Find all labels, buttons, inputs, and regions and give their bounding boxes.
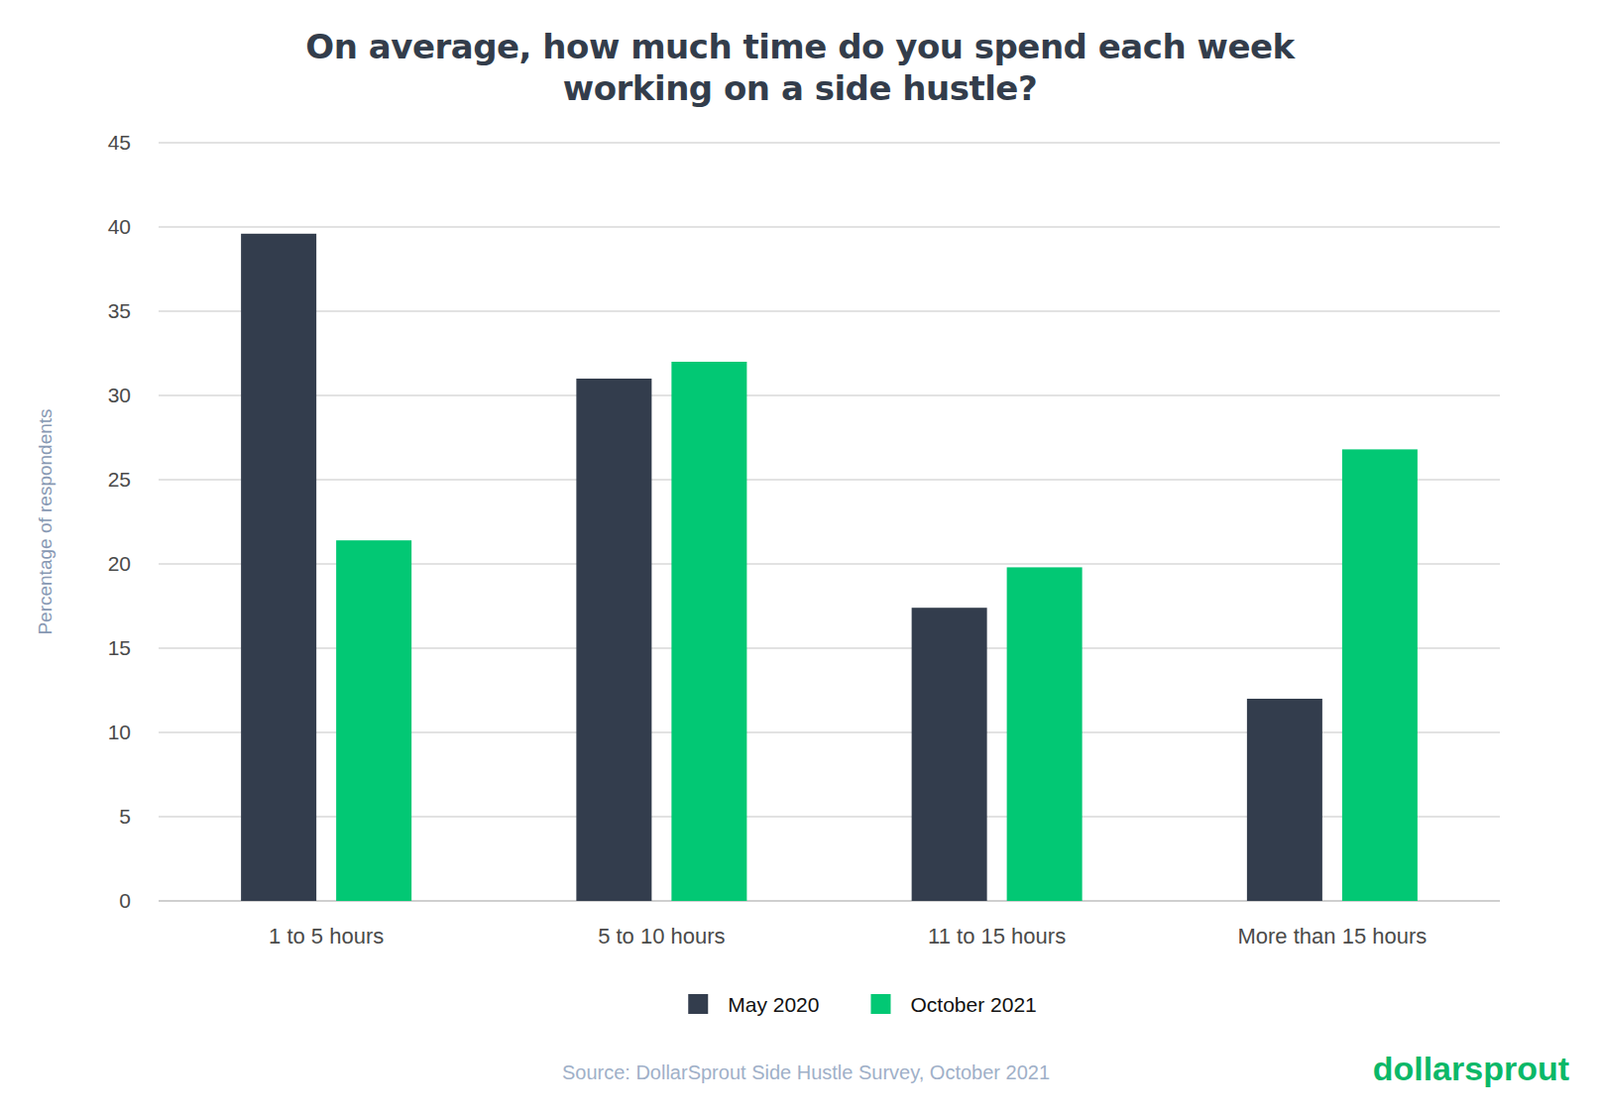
y-axis-label: Percentage of respondents: [34, 408, 56, 635]
bars: [240, 233, 1418, 902]
y-tick-label: 5: [118, 804, 131, 828]
legend: May 2020 October 2021: [687, 993, 1037, 1017]
y-tick-label: 30: [108, 383, 131, 407]
bar: [336, 540, 412, 902]
y-tick-label: 10: [108, 720, 131, 744]
grid-line: [158, 310, 1500, 312]
x-tick-label: 5 to 10 hours: [597, 923, 725, 949]
bar: [1247, 698, 1323, 902]
chart: 0 5 10 15 20 25 30 35 40 45 Percentage of responde…: [0, 0, 1600, 1115]
grid-line: [158, 141, 1500, 143]
x-tick-label: More than 15 hours: [1237, 923, 1427, 949]
y-tick-label: 15: [108, 636, 131, 660]
legend-swatch: [687, 994, 708, 1015]
legend-label: May 2020: [727, 993, 819, 1017]
brand: dollarsprout: [1372, 1049, 1570, 1088]
title: On average, how much time do you spend e…: [274, 25, 1326, 110]
grid-line: [158, 478, 1500, 480]
grid: [158, 142, 1500, 902]
legend-label: October 2021: [910, 993, 1036, 1017]
bar: [575, 378, 652, 902]
y-tick-label: 0: [118, 889, 131, 913]
y-tick-label: 35: [108, 299, 131, 323]
x-tick-label: 1 to 5 hours: [268, 923, 384, 949]
bar: [240, 233, 317, 902]
bar: [1007, 567, 1083, 902]
grid-line: [158, 394, 1500, 396]
bar: [1342, 449, 1418, 902]
y-tick-label: 25: [108, 467, 131, 491]
x-tick-label: 11 to 15 hours: [927, 923, 1066, 949]
y-tick-label: 40: [108, 215, 131, 238]
y-tick-label: 20: [108, 552, 131, 575]
grid-line: [158, 226, 1500, 228]
bar: [912, 607, 988, 902]
source: Source: DollarSprout Side Hustle Survey,…: [562, 1061, 1050, 1084]
y-tick-label: 45: [108, 130, 131, 154]
legend-swatch: [870, 994, 891, 1015]
bar: [671, 361, 747, 902]
